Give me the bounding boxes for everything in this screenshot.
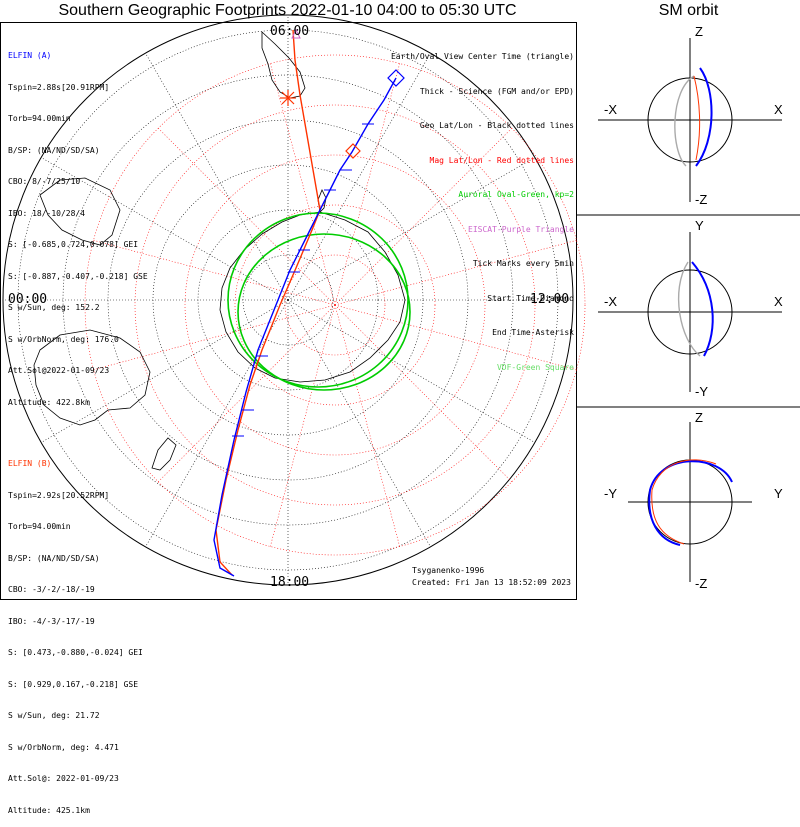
clock-label-bottom: 18:00 xyxy=(270,575,310,590)
sm1-right-label: X xyxy=(774,102,783,117)
legend-item: Thick - Science (FGM and/or EPD) xyxy=(419,86,574,96)
geo-meridian xyxy=(287,299,535,443)
elfin-a-line: Att.Sol@2022-01-09/23 xyxy=(8,366,110,375)
geo-meridian xyxy=(287,157,535,301)
elfin-b-line: Altitude: 425.1km xyxy=(8,805,90,815)
elfin-a-line: Tspin=2.88s[20.91RPM] xyxy=(8,82,110,92)
sm-orbit-panel-3 xyxy=(628,422,752,582)
elfin-a-line: S: [-0.685,0.724,0.078] GEI xyxy=(8,240,139,249)
elfin-a-info: ELFIN (A) Tspin=2.88s[20.91RPM] Torb=94.… xyxy=(8,30,148,419)
elfin-b-line: Tspin=2.92s[20.52RPM] xyxy=(8,490,110,500)
elfin-b-line: B/SP: (NA/ND/SD/SA) xyxy=(8,553,100,563)
map-graticule xyxy=(2,14,586,586)
legend-item: Auroral Oval-Green, kp=2 xyxy=(458,190,574,199)
elfin-b-name: ELFIN (B) xyxy=(8,459,52,468)
sm2-orbit-blue xyxy=(691,261,714,357)
sm3-orbit-red xyxy=(651,459,717,545)
sm3-top-label: Z xyxy=(695,410,703,425)
sm-orbit-title: SM orbit xyxy=(658,2,719,19)
geo-meridian xyxy=(145,53,289,301)
elfin-b-info: ELFIN (B) Tspin=2.92s[20.52RPM] Torb=94.… xyxy=(8,438,143,827)
mag-meridian xyxy=(270,63,336,306)
track-tick-marks xyxy=(232,123,374,437)
elfin-b-line: S w/Sun, deg: 21.72 xyxy=(8,711,100,720)
sm1-orbit-blue xyxy=(695,67,713,167)
sm2-orbit-grey xyxy=(677,261,701,357)
map-legend: Earth/Oval View Center Time (triangle) T… xyxy=(391,28,574,385)
sm3-left-label: -Y xyxy=(604,486,617,501)
sm3-bottom-label: -Z xyxy=(695,576,708,591)
australia-outline xyxy=(33,329,151,426)
elfin-a-line: B/SP: (NA/ND/SD/SA) xyxy=(8,145,100,155)
footer-author: Tsyganenko-1996 xyxy=(412,566,485,575)
elfin-b-line: Att.Sol@: 2022-01-09/23 xyxy=(8,774,119,783)
sm1-orbit-grey xyxy=(674,75,695,167)
clock-label-left: 00:00 xyxy=(8,292,48,307)
antarctica-outline xyxy=(219,211,406,383)
eiscat-triangle xyxy=(291,28,301,39)
plot-title: Southern Geographic Footprints 2022-01-1… xyxy=(58,2,517,19)
elfin-a-name: ELFIN (A) xyxy=(8,51,52,60)
elfin-b-track xyxy=(215,29,321,576)
legend-item: Mag Lat/Lon - Red dotted lines xyxy=(429,155,575,165)
elfin-b-line: S: [0.929,0.167,-0.218] GSE xyxy=(8,679,139,689)
new-zealand-outline xyxy=(151,437,177,471)
elfin-b-line: CBO: -3/-2/-18/-19 xyxy=(8,585,95,594)
sm1-left-label: -X xyxy=(604,102,617,117)
sm2-top-label: Y xyxy=(695,218,704,233)
footprint-map xyxy=(0,14,800,600)
elfin-b-line: S w/OrbNorm, deg: 4.471 xyxy=(8,742,119,752)
clock-label-right: 12:00 xyxy=(530,292,570,307)
geo-meridian xyxy=(287,53,431,301)
map-boundary xyxy=(2,14,574,586)
sm2-bottom-label: -Y xyxy=(695,384,708,399)
legend-item: End Time-Asterisk xyxy=(492,328,574,337)
sm1-top-label: Z xyxy=(695,24,703,39)
elfin-a-line: Altitude: 422.8km xyxy=(8,397,90,407)
elfin-b-line: S: [0.473,-0.880,-0.024] GEI xyxy=(8,648,143,657)
africa-outline xyxy=(39,177,121,246)
auroral-oval-inner xyxy=(237,233,411,391)
elfin-a-start-diamond xyxy=(387,69,405,87)
clock-label-top: 06:00 xyxy=(270,24,310,39)
elfin-b-line: IBO: -4/-3/-17/-19 xyxy=(8,616,95,626)
mag-meridian xyxy=(158,304,336,482)
geo-meridian xyxy=(145,299,289,547)
sm3-orbit-blue xyxy=(648,460,733,546)
sm1-orbit-red xyxy=(693,75,701,161)
elfin-b-end-asterisk xyxy=(280,90,296,106)
elfin-a-line: S w/OrbNorm, deg: 176.0 xyxy=(8,334,119,344)
sm-orbit-panel-2 xyxy=(598,232,782,392)
elfin-a-line: S w/Sun, deg: 152.2 xyxy=(8,303,100,312)
mag-lat-circle xyxy=(234,204,436,406)
elfin-b-line: Torb=94.00min xyxy=(8,522,71,531)
mag-meridian xyxy=(270,304,336,547)
mag-lat-circle xyxy=(134,104,536,506)
south-america-outline xyxy=(261,31,306,99)
elfin-b-start-diamond xyxy=(345,143,361,159)
sm2-left-label: -X xyxy=(604,294,617,309)
geo-meridian xyxy=(41,299,289,443)
sm-orbit-panel-1 xyxy=(598,38,782,202)
elfin-a-line: IBO: 18/-10/28/4 xyxy=(8,208,86,218)
mag-lat-circle xyxy=(84,54,586,556)
legend-item: Earth/Oval View Center Time (triangle) xyxy=(390,52,574,61)
sm1-bottom-label: -Z xyxy=(695,192,708,207)
footer-created: Created: Fri Jan 13 18:52:09 2023 xyxy=(412,578,571,587)
legend-item: Tick Marks every 5min xyxy=(472,259,574,268)
elfin-a-line: Torb=94.00min xyxy=(8,114,71,123)
legend-item: Start Time-Diamond xyxy=(487,293,574,303)
geo-meridian xyxy=(41,157,289,301)
legend-item: Geo Lat/Lon - Black dotted lines xyxy=(419,121,574,130)
legend-item: VDF-Green Square xyxy=(496,362,574,372)
geo-meridian xyxy=(287,299,431,547)
elfin-a-line: S: [-0.887,-0.407,-0.218] GSE xyxy=(8,271,148,281)
mag-lat-circle xyxy=(184,154,486,456)
sm3-right-label: Y xyxy=(774,486,783,501)
mag-lat-circle xyxy=(284,254,386,356)
legend-item: EISCAT-Purple Triangle xyxy=(468,224,574,234)
sm2-right-label: X xyxy=(774,294,783,309)
elfin-a-track xyxy=(213,77,397,577)
elfin-a-line: CBO: 8/-7/25/10 xyxy=(8,177,81,186)
